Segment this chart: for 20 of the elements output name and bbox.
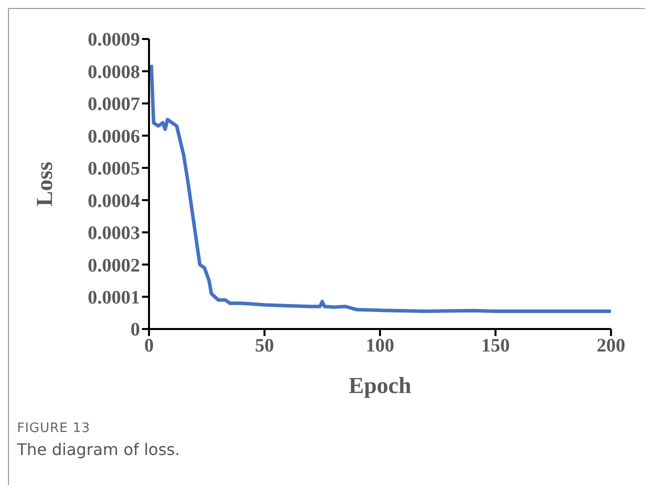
x-tick-label: 50: [255, 335, 274, 356]
x-axis-title: Epoch: [348, 373, 412, 398]
y-tick-label: 0.0004: [88, 190, 140, 212]
x-tick-label: 0: [144, 335, 154, 356]
y-axis-title: Loss: [32, 162, 58, 206]
y-tick-label: 0.0007: [88, 94, 140, 116]
caption: FIGURE 13: [17, 421, 92, 436]
y-tick-label: 0.0008: [88, 62, 140, 83]
line-series: [150, 63, 611, 314]
y-tick-label: 0.0002: [88, 255, 140, 276]
x-tick-label: 150: [481, 335, 510, 356]
y-tick-label: 0.0003: [88, 223, 140, 244]
y-tick-label: 0.0006: [88, 126, 140, 148]
x-tick-label: 200: [596, 335, 626, 356]
y-tick-label: 0.0009: [88, 30, 140, 51]
y-tick-label: 0.0005: [88, 158, 140, 180]
y-tick-label: 0: [130, 320, 140, 341]
text: The diagram of loss.: [17, 440, 180, 459]
x-tick-label: 100: [366, 335, 394, 356]
y-tick-label: 0.0001: [88, 288, 140, 309]
